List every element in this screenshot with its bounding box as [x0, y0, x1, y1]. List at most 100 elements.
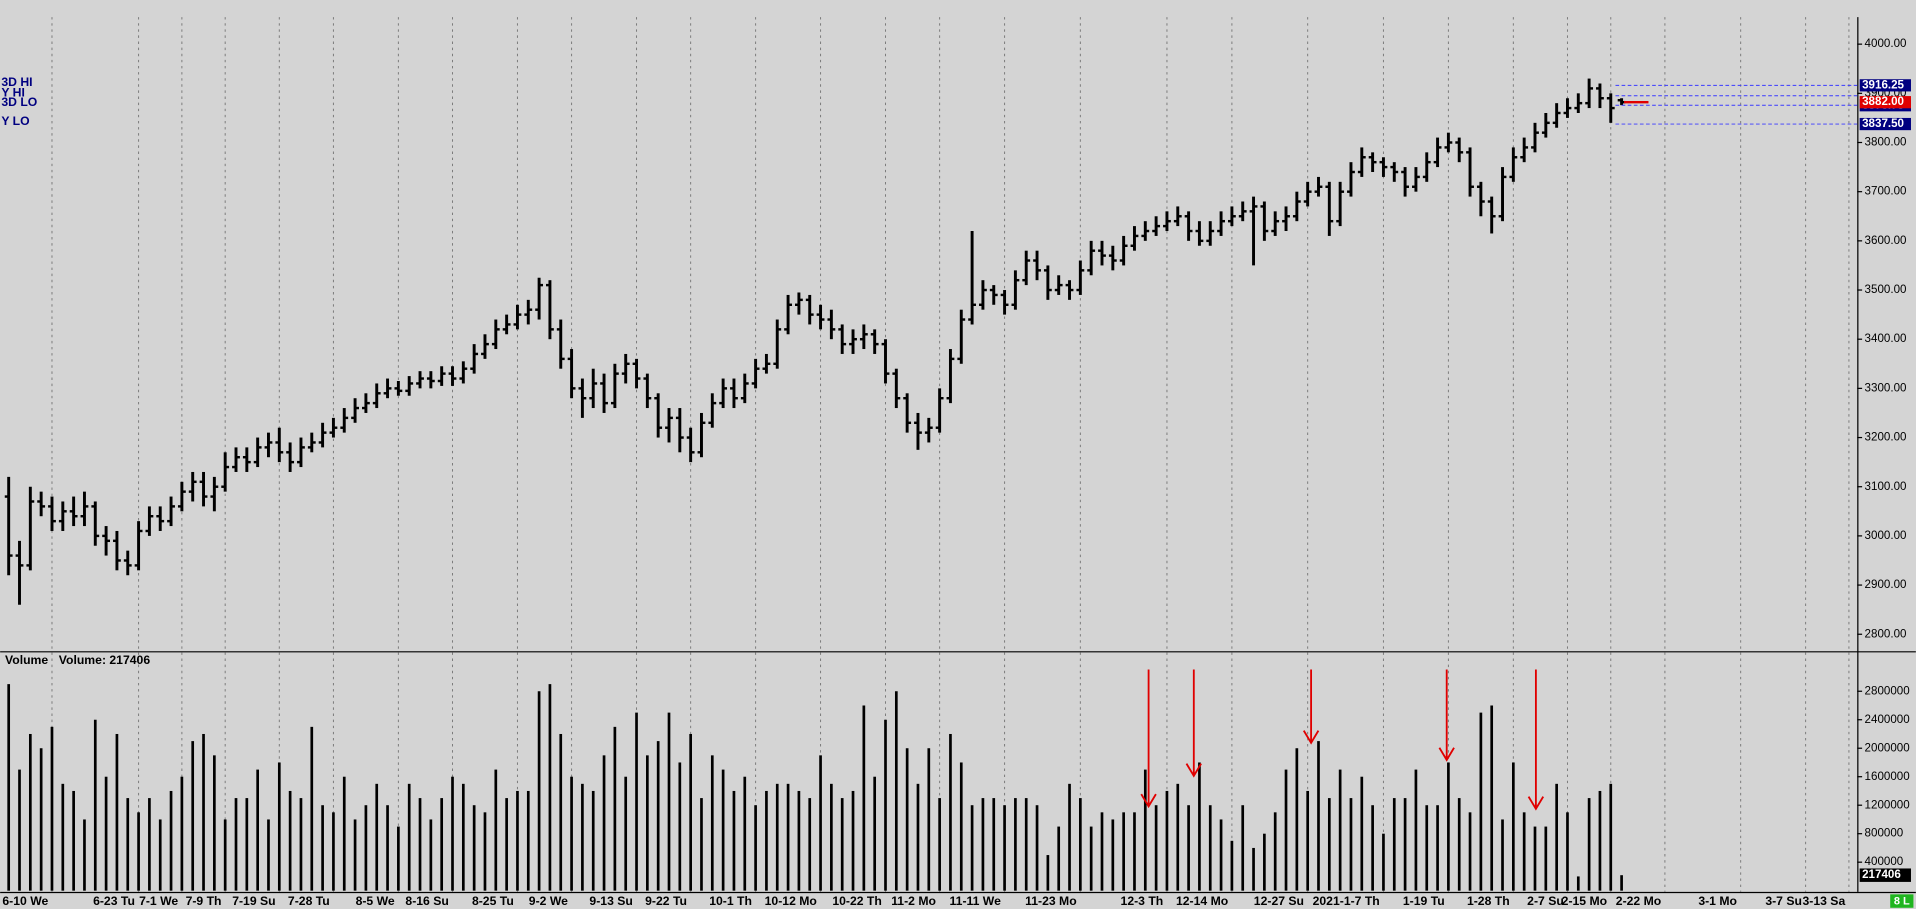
x-tick-label: 2-7 Su — [1527, 894, 1564, 908]
volume-bar — [321, 805, 324, 891]
volume-label: Volume: 217406 — [59, 653, 151, 667]
volume-bar — [1003, 805, 1006, 891]
volume-tick-label: 2000000 — [1865, 741, 1910, 754]
volume-bar — [451, 776, 454, 891]
volume-bar — [1555, 783, 1558, 891]
volume-bar — [1544, 826, 1548, 891]
volume-bar — [678, 762, 682, 891]
volume-bar — [775, 783, 779, 891]
x-tick-label: 2-15 Mo — [1562, 894, 1607, 908]
volume-bar — [169, 790, 173, 891]
marks — [4, 78, 1858, 891]
level-name: 3D LO — [1, 95, 37, 109]
volume-bar — [894, 691, 898, 891]
volume-bar — [397, 826, 400, 891]
x-tick-label: 3-13 Sa — [1803, 894, 1846, 908]
volume-tick-label: 800000 — [1865, 827, 1904, 840]
x-tick-label: 6-23 Tu — [93, 894, 135, 908]
volume-bar — [1382, 833, 1385, 891]
volume-bar — [1208, 805, 1212, 891]
x-tick-label: 8-5 We — [356, 894, 395, 908]
volume-bar — [1068, 783, 1071, 891]
volume-bar — [1501, 819, 1504, 891]
volume-bar — [137, 812, 140, 891]
volume-bar — [1057, 826, 1061, 891]
volume-bar — [234, 798, 238, 891]
volume-tick-label: 1600000 — [1865, 770, 1910, 783]
volume-bar — [213, 755, 216, 891]
volume-bar — [1457, 798, 1461, 891]
arrow — [1302, 669, 1320, 745]
axis: 6-10 We 6-23 Tu 7-1 We 7-9 Th 7-19 Su 7-28 Tu… — [1, 37, 1911, 908]
x-tick-label: 10-22 Th — [832, 894, 882, 908]
volume-bar — [158, 819, 162, 891]
volume-bar — [1252, 847, 1255, 891]
volume-bar — [483, 812, 487, 891]
volume-title: Volume — [5, 653, 48, 667]
volume-bar — [191, 741, 195, 891]
volume-bar — [472, 805, 476, 891]
volume-bar — [1143, 769, 1147, 891]
volume-bar — [1414, 769, 1418, 891]
volume-bar — [1522, 812, 1526, 891]
x-tick-label: 7-1 We — [139, 894, 178, 908]
arrow — [1185, 669, 1202, 778]
volume-bar — [765, 790, 768, 891]
volume-bar — [104, 776, 108, 891]
y-tick-label: 3200.00 — [1865, 431, 1907, 444]
volume-bar — [1512, 762, 1515, 891]
volume-bar — [1587, 798, 1591, 891]
x-tick-label: 2021-1-7 Th — [1313, 894, 1380, 908]
volume-bar — [1360, 776, 1364, 891]
volume-bar — [61, 783, 65, 891]
volume-bar — [905, 748, 909, 891]
volume-bar — [1371, 805, 1374, 891]
volume-bar — [537, 691, 541, 891]
volume-bar — [1620, 875, 1623, 891]
y-tick-label: 3300.00 — [1865, 381, 1907, 394]
x-tick-label: 2-22 Mo — [1616, 894, 1661, 908]
x-tick-label: 11-2 Mo — [891, 894, 936, 908]
volume-bar — [754, 805, 757, 891]
volume-bar — [202, 733, 205, 891]
x-tick-label: 12-14 Mo — [1176, 894, 1228, 908]
x-tick-label: 1-28 Th — [1467, 894, 1510, 908]
volume-bar — [797, 790, 801, 891]
level-value: 3916.25 — [1862, 78, 1904, 91]
volume-bar — [440, 798, 444, 891]
volume-bar — [1533, 826, 1537, 891]
x-tick-label: 12-27 Su — [1254, 894, 1304, 908]
volume-tick-label: 1200000 — [1865, 798, 1910, 811]
status-badge — [1890, 894, 1914, 908]
volume-bar — [808, 798, 812, 891]
volume-bar — [1295, 748, 1299, 891]
y-tick-label: 3000.00 — [1865, 529, 1907, 542]
volume-bar — [353, 819, 357, 891]
volume-bar — [39, 748, 43, 891]
arrow — [1527, 669, 1545, 811]
volume-bar — [7, 684, 11, 891]
last-volume-box — [1859, 868, 1911, 882]
volume-bar — [1035, 805, 1039, 891]
x-tick-label: 10-12 Mo — [765, 894, 817, 908]
volume-bar — [245, 798, 249, 891]
volume-bar — [1187, 805, 1190, 891]
volume-bar — [700, 798, 703, 891]
y-tick-label: 2800.00 — [1865, 627, 1907, 640]
volume-bar — [1046, 855, 1050, 891]
last-volume-label: 217406 — [1862, 868, 1901, 881]
volume-bar — [332, 812, 335, 891]
volume-bar — [786, 783, 790, 891]
volume-bar — [959, 762, 963, 891]
volume-bar — [743, 776, 747, 891]
x-tick-label: 9-2 We — [529, 894, 568, 908]
volume-bar — [970, 805, 974, 891]
volume-bar — [981, 798, 985, 891]
volume-bar — [267, 819, 270, 891]
y-tick-label: 3500.00 — [1865, 283, 1907, 296]
volume-bar — [1447, 762, 1450, 891]
volume-bar — [256, 769, 259, 891]
volume-bar — [559, 733, 563, 891]
volume-bar — [1024, 798, 1028, 891]
